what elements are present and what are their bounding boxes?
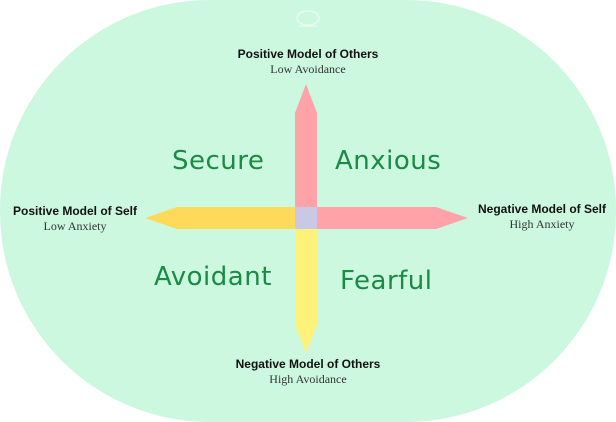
pole-right-subtitle: High Anxiety xyxy=(509,217,575,231)
center-square xyxy=(295,207,317,229)
pole-bottom: Negative Model of Others High Avoidance xyxy=(198,357,418,387)
quadrant-anxious: Anxious xyxy=(335,146,442,176)
arrow-right xyxy=(317,207,468,229)
pole-bottom-title: Negative Model of Others xyxy=(235,357,381,371)
quadrant-secure: Secure xyxy=(172,146,265,176)
pole-left: Positive Model of Self Low Anxiety xyxy=(0,204,150,234)
pole-left-subtitle: Low Anxiety xyxy=(43,219,107,233)
arrow-up xyxy=(295,84,317,207)
arrow-down xyxy=(295,229,317,353)
pole-top-title: Positive Model of Others xyxy=(237,47,379,61)
pole-top: Positive Model of Others Low Avoidance xyxy=(208,47,408,77)
quadrant-fearful: Fearful xyxy=(340,266,433,296)
pole-bottom-subtitle: High Avoidance xyxy=(269,372,347,386)
pole-right: Negative Model of Self High Anxiety xyxy=(468,202,616,232)
arrow-left xyxy=(145,207,295,229)
logo-watermark xyxy=(296,10,320,27)
pole-left-title: Positive Model of Self xyxy=(12,204,138,218)
quadrant-avoidant: Avoidant xyxy=(154,262,272,292)
pole-right-title: Negative Model of Self xyxy=(477,202,607,216)
pole-top-subtitle: Low Avoidance xyxy=(270,62,346,76)
